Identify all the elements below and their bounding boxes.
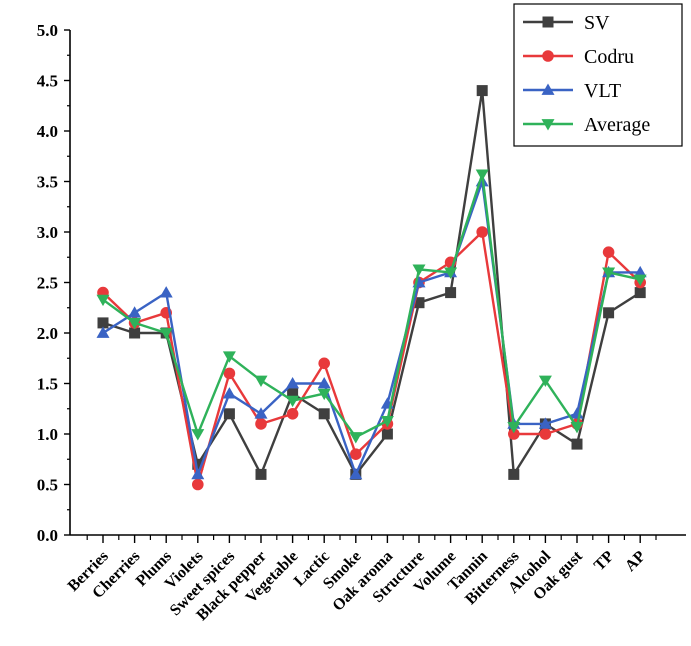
data-point-average xyxy=(349,432,363,444)
data-point-average xyxy=(254,375,268,387)
data-point-average xyxy=(538,375,552,387)
legend-marker-codru xyxy=(542,50,554,62)
y-tick-label: 3.5 xyxy=(37,173,58,192)
y-tick-label: 1.0 xyxy=(37,425,58,444)
data-point-sv xyxy=(97,317,109,329)
legend-marker-sv xyxy=(542,16,554,28)
data-point-sv xyxy=(318,408,330,420)
legend-label-vlt: VLT xyxy=(584,80,621,102)
legend-label-codru: Codru xyxy=(584,46,634,68)
data-point-vlt xyxy=(222,387,236,399)
data-point-vlt xyxy=(191,467,205,480)
data-point-average xyxy=(475,169,489,181)
data-point-codru xyxy=(318,357,331,370)
data-point-sv xyxy=(223,408,235,420)
data-point-sv xyxy=(634,287,646,299)
data-point-codru xyxy=(476,226,489,238)
y-tick-label: 2.0 xyxy=(37,324,58,343)
data-point-average xyxy=(222,351,236,363)
legend-marker-average xyxy=(541,119,555,131)
data-point-codru xyxy=(192,478,204,491)
data-point-vlt xyxy=(96,326,110,338)
data-point-codru xyxy=(539,428,552,440)
data-point-sv xyxy=(603,307,615,319)
legend-marker-vlt xyxy=(541,83,555,95)
legend-label-average: Average xyxy=(584,114,650,136)
data-point-average xyxy=(412,264,426,276)
data-point-codru xyxy=(350,448,362,461)
y-tick-label: 2.5 xyxy=(37,274,58,293)
data-point-average xyxy=(191,429,205,441)
series-vlt xyxy=(96,175,647,480)
data-point-average xyxy=(317,388,331,401)
data-point-average xyxy=(96,294,110,307)
data-point-sv xyxy=(255,468,267,480)
series-line-sv xyxy=(102,89,641,476)
data-point-sv xyxy=(192,458,204,470)
data-point-vlt xyxy=(538,417,552,429)
legend: SV Codru VLT Average xyxy=(513,3,683,147)
series-layer xyxy=(96,85,647,491)
y-tick-label: 4.5 xyxy=(37,72,58,91)
data-point-sv xyxy=(287,388,299,400)
data-point-sv xyxy=(129,327,141,339)
data-point-vlt xyxy=(159,286,173,298)
data-point-codru xyxy=(223,367,236,380)
y-tick-label: 0.5 xyxy=(37,476,58,495)
data-point-sv xyxy=(413,297,425,309)
y-tick-label: 1.5 xyxy=(37,375,58,394)
y-tick-label: 4.0 xyxy=(37,122,58,141)
data-point-codru xyxy=(508,428,520,440)
data-point-sv xyxy=(508,468,520,480)
data-point-sv xyxy=(476,85,488,97)
data-point-average xyxy=(633,274,647,286)
data-point-vlt xyxy=(633,265,647,278)
series-line-vlt xyxy=(102,180,641,476)
y-tick-label: 3.0 xyxy=(37,223,58,242)
series-line-codru xyxy=(102,230,642,486)
data-point-average xyxy=(286,395,300,408)
series-codru xyxy=(97,226,646,491)
data-point-vlt xyxy=(254,407,268,419)
data-point-average xyxy=(444,267,458,279)
data-point-average xyxy=(602,267,616,279)
data-point-codru xyxy=(286,408,299,420)
data-point-average xyxy=(159,328,173,340)
data-point-codru xyxy=(255,418,267,430)
data-point-codru xyxy=(602,246,615,258)
data-point-sv xyxy=(571,438,583,450)
data-point-average xyxy=(507,422,521,434)
series-average xyxy=(96,169,647,444)
x-category-label: TP xyxy=(591,548,618,575)
legend-label-sv: SV xyxy=(584,12,610,34)
data-point-average xyxy=(570,422,584,434)
data-point-vlt xyxy=(349,467,363,480)
legend-box xyxy=(513,3,683,147)
data-point-vlt xyxy=(317,377,331,389)
series-line-average xyxy=(102,173,641,439)
x-category-label: AP xyxy=(622,548,649,575)
data-point-sv xyxy=(381,428,393,440)
y-tick-label: 0.0 xyxy=(37,526,58,545)
y-tick-label: 5.0 xyxy=(37,21,58,40)
data-point-average xyxy=(380,415,394,428)
data-point-sv xyxy=(445,287,457,299)
data-point-vlt xyxy=(128,306,142,318)
data-point-average xyxy=(128,318,142,330)
data-point-vlt xyxy=(286,377,300,389)
